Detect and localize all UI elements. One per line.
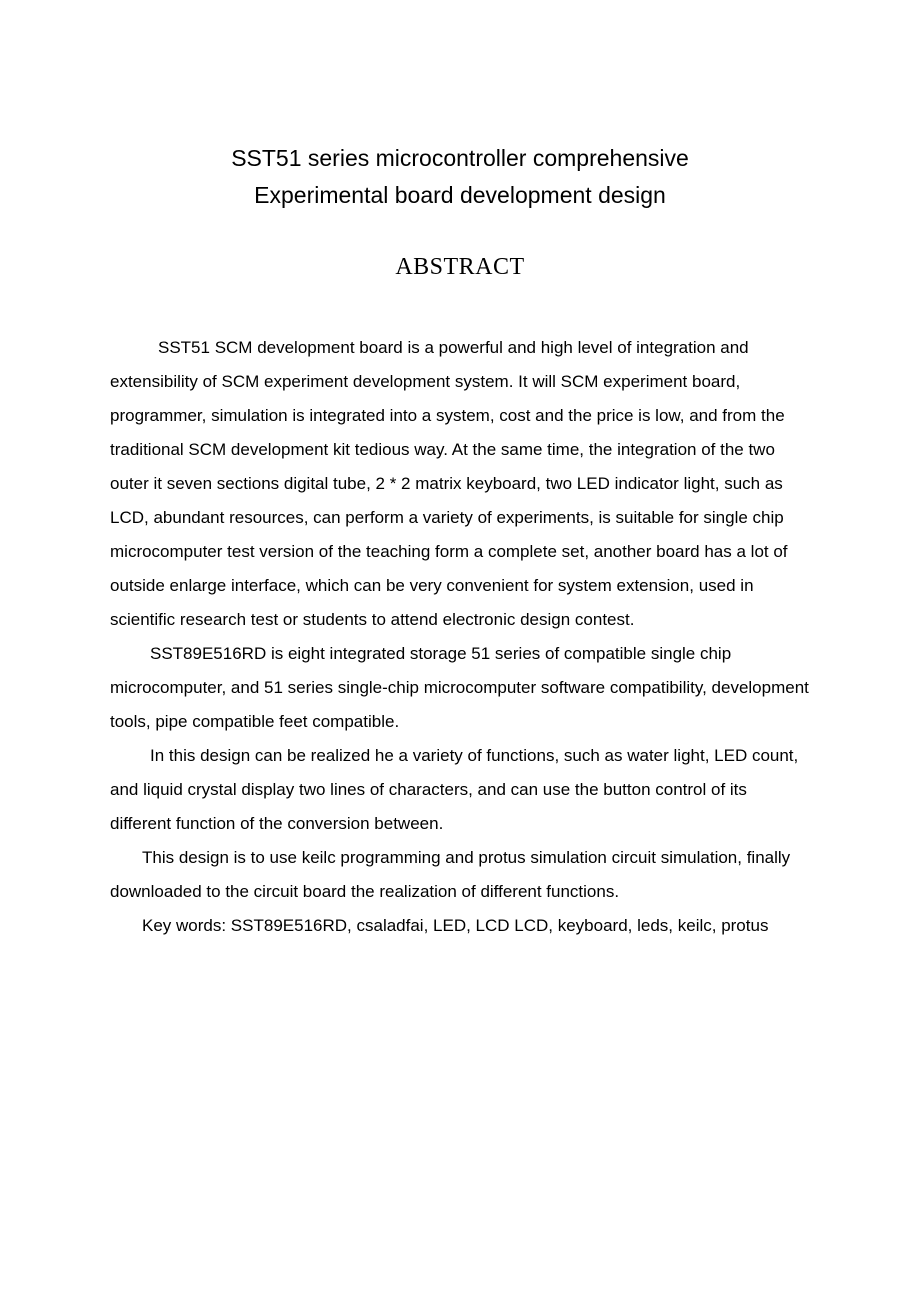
document-title-block: SST51 series microcontroller comprehensi… [110, 140, 810, 214]
abstract-heading: ABSTRACT [110, 254, 810, 281]
abstract-paragraph-4: This design is to use keilc programming … [110, 841, 810, 909]
title-line-1: SST51 series microcontroller comprehensi… [110, 140, 810, 177]
title-line-2: Experimental board development design [110, 177, 810, 214]
abstract-paragraph-3: In this design can be realized he a vari… [110, 739, 810, 841]
abstract-paragraph-2: SST89E516RD is eight integrated storage … [110, 637, 810, 739]
abstract-paragraph-1: SST51 SCM development board is a powerfu… [110, 331, 810, 637]
keywords-line: Key words: SST89E516RD, csaladfai, LED, … [110, 909, 810, 943]
